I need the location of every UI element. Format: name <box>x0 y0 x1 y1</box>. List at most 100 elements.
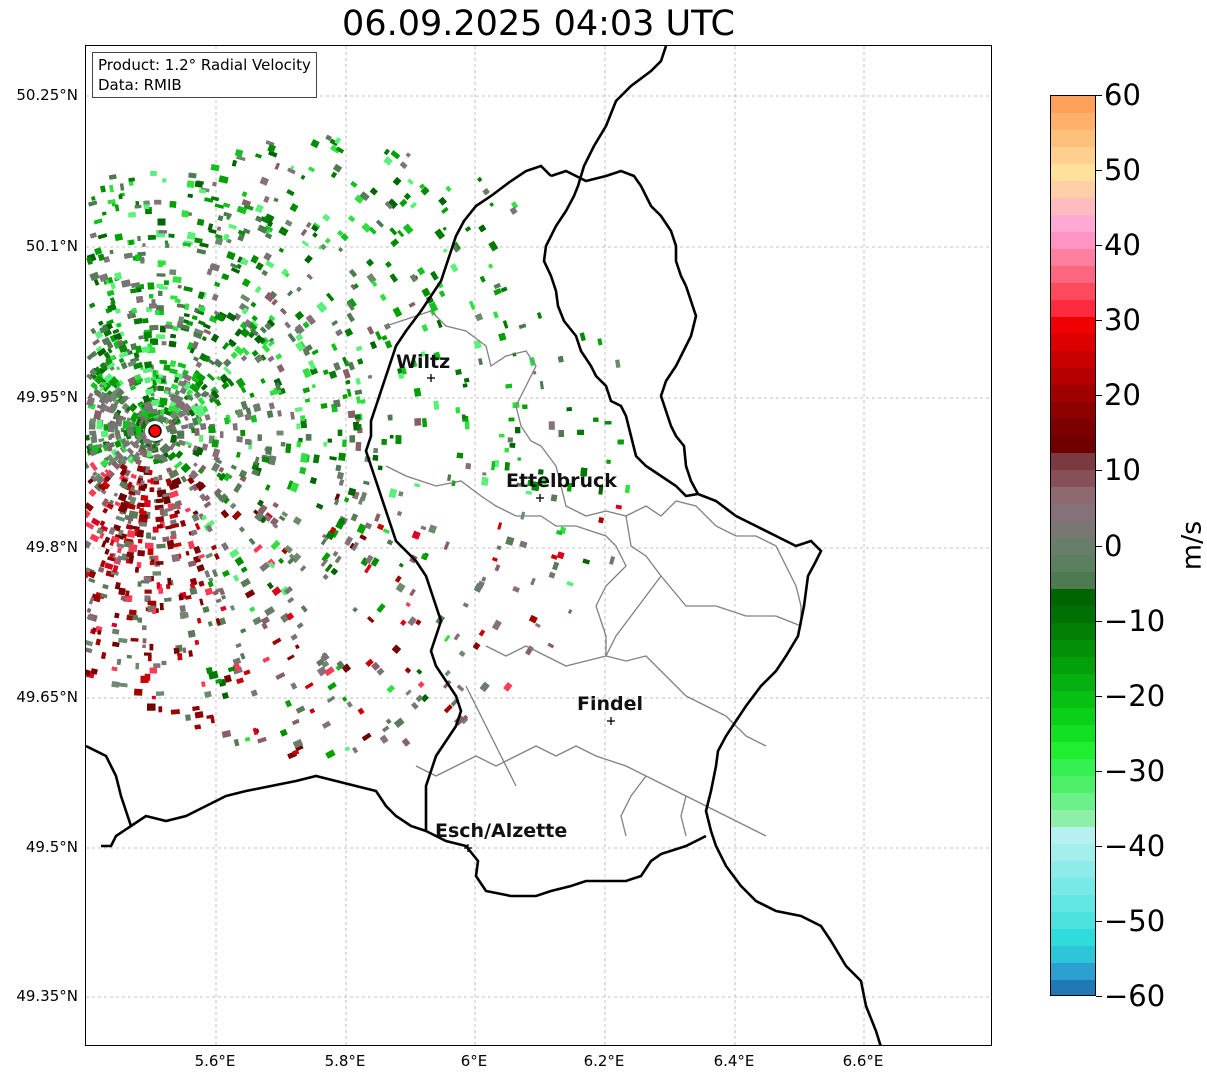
national-border <box>86 46 882 1045</box>
colorbar-tick-mark <box>1096 770 1102 772</box>
canton-boundaries <box>385 310 802 837</box>
colorbar-band <box>1051 164 1095 182</box>
colorbar-tick-mark <box>1096 470 1102 472</box>
colorbar-band <box>1051 453 1095 471</box>
colorbar-band <box>1051 963 1095 981</box>
lat-label-49-5: 49.5°N <box>25 838 78 856</box>
colorbar-band <box>1051 759 1095 777</box>
colorbar-tick-label: −50 <box>1104 903 1166 938</box>
city-markers <box>427 374 615 852</box>
colorbar-band <box>1051 249 1095 267</box>
colorbar-band <box>1051 147 1095 165</box>
colorbar-band <box>1051 300 1095 318</box>
colorbar-band <box>1051 334 1095 352</box>
colorbar-tick-label: 0 <box>1104 528 1123 563</box>
city-label-findel: Findel <box>577 693 644 715</box>
colorbar-tick-mark <box>1096 170 1102 172</box>
map-gridlines <box>86 46 991 1045</box>
colorbar-tick-label: 20 <box>1104 378 1141 413</box>
city-label-ettelbruck: Ettelbruck <box>506 470 617 492</box>
radar-site-marker <box>148 424 162 438</box>
colorbar-band <box>1051 198 1095 216</box>
lat-label-49-35: 49.35°N <box>16 987 78 1005</box>
colorbar-tick-label: −20 <box>1104 678 1166 713</box>
colorbar-band <box>1051 402 1095 420</box>
colorbar-band <box>1051 708 1095 726</box>
colorbar-band <box>1051 827 1095 845</box>
lon-label-6-2: 6.2°E <box>583 1052 625 1070</box>
colorbar-band <box>1051 980 1095 995</box>
colorbar-tick-label: 60 <box>1104 78 1141 112</box>
colorbar-band <box>1051 640 1095 658</box>
colorbar-band <box>1051 810 1095 828</box>
colorbar-tick-mark <box>1096 620 1102 622</box>
colorbar-band <box>1051 232 1095 250</box>
colorbar-band <box>1051 878 1095 896</box>
colorbar-band <box>1051 215 1095 233</box>
colorbar-band <box>1051 793 1095 811</box>
colorbar-band <box>1051 351 1095 369</box>
colorbar-tick-label: 30 <box>1104 303 1141 338</box>
colorbar-tick-label: −30 <box>1104 753 1166 788</box>
colorbar-band <box>1051 657 1095 675</box>
lon-label-6-4: 6.4°E <box>713 1052 755 1070</box>
colorbar-band <box>1051 946 1095 964</box>
lon-label-5-8: 5.8°E <box>324 1052 366 1070</box>
lat-label-50-25: 50.25°N <box>16 86 78 104</box>
colorbar-tick-label: −10 <box>1104 603 1166 638</box>
colorbar-band <box>1051 572 1095 590</box>
colorbar-band <box>1051 691 1095 709</box>
colorbar-band <box>1051 742 1095 760</box>
colorbar-band <box>1051 317 1095 335</box>
colorbar-band <box>1051 521 1095 539</box>
colorbar-band <box>1051 844 1095 862</box>
lon-label-6-6: 6.6°E <box>842 1052 884 1070</box>
colorbar-band <box>1051 130 1095 148</box>
colorbar-tick-mark <box>1096 845 1102 847</box>
colorbar-band <box>1051 470 1095 488</box>
colorbar-band <box>1051 589 1095 607</box>
lon-label-6: 6°E <box>460 1052 488 1070</box>
colorbar-tick-mark <box>1096 320 1102 322</box>
colorbar-band <box>1051 929 1095 947</box>
colorbar-band <box>1051 895 1095 913</box>
colorbar-band <box>1051 96 1095 114</box>
colorbar-band <box>1051 606 1095 624</box>
colorbar-gradient <box>1051 96 1095 995</box>
colorbar-tick-mark <box>1096 95 1102 96</box>
product-text: Product: 1.2° Radial Velocity <box>98 56 311 74</box>
velocity-colorbar <box>1050 95 1096 996</box>
colorbar-band <box>1051 487 1095 505</box>
info-box: Product: 1.2° Radial Velocity Data: RMIB <box>92 52 317 98</box>
colorbar-band <box>1051 861 1095 879</box>
radar-echoes <box>86 134 631 760</box>
lon-label-5-6: 5.6°E <box>194 1052 236 1070</box>
colorbar-band <box>1051 674 1095 692</box>
colorbar-band <box>1051 725 1095 743</box>
colorbar-band <box>1051 266 1095 284</box>
lat-label-49-65: 49.65°N <box>16 688 78 706</box>
colorbar-tick-label: −60 <box>1104 979 1166 1013</box>
colorbar-band <box>1051 538 1095 556</box>
lat-label-49-8: 49.8°N <box>25 538 78 556</box>
colorbar-tick-mark <box>1096 545 1102 547</box>
colorbar-tick-label: 50 <box>1104 153 1141 188</box>
colorbar-band <box>1051 555 1095 573</box>
colorbar-tick-label: 10 <box>1104 453 1141 488</box>
map-title: 06.09.2025 04:03 UTC <box>342 4 735 44</box>
radar-map[interactable] <box>85 45 992 1046</box>
colorbar-tick-label: 40 <box>1104 228 1141 263</box>
colorbar-band <box>1051 385 1095 403</box>
colorbar-band <box>1051 912 1095 930</box>
colorbar-band <box>1051 623 1095 641</box>
colorbar-band <box>1051 283 1095 301</box>
colorbar-tick-mark <box>1096 920 1102 922</box>
colorbar-band <box>1051 419 1095 437</box>
city-label-esch-alzette: Esch/Alzette <box>435 820 568 842</box>
colorbar-band <box>1051 436 1095 454</box>
colorbar-band <box>1051 113 1095 131</box>
data-source-text: Data: RMIB <box>98 76 182 94</box>
colorbar-tick-mark <box>1096 695 1102 697</box>
map-canvas <box>86 46 991 1045</box>
colorbar-tick-mark <box>1096 996 1102 997</box>
